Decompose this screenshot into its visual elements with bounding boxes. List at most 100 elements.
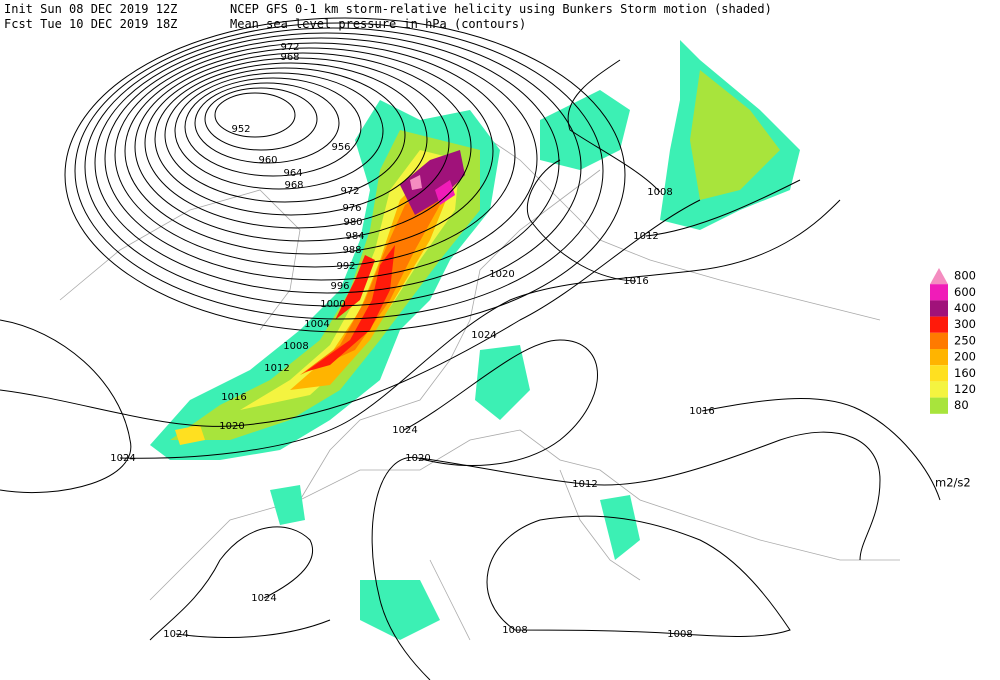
contour-label: 1016 [221,392,246,403]
helicity-area [540,90,630,170]
legend-label: 80 [954,398,969,412]
legend-label: 250 [954,333,976,347]
legend-label: 160 [954,366,976,380]
header: Init Sun 08 DEC 2019 12Z NCEP GFS 0-1 km… [4,2,772,31]
helicity-area [410,175,422,190]
helicity-area [690,70,780,200]
contour-label: 988 [342,245,361,256]
isobar [84,27,582,307]
isobar [486,515,791,637]
legend-swatch [930,268,948,285]
contour-label: 1020 [219,421,244,432]
helicity-area [360,580,440,640]
contour-label: 1020 [405,453,430,464]
isobar [164,67,406,203]
isobar [114,42,516,268]
legend-swatch [930,397,948,414]
contour-label: 1016 [689,406,714,417]
contour-label: 952 [231,124,250,135]
contour-label: 968 [280,52,299,63]
contour-label: 1012 [264,363,289,374]
isobar [74,22,604,320]
legend-swatch [930,365,948,382]
legend-swatch [930,284,948,301]
contour-label: 1008 [283,341,308,352]
coastline [59,189,301,331]
contour-label: 1008 [647,187,672,198]
contour-label: 1012 [633,231,658,242]
isobar [567,59,801,237]
coastline [149,429,900,601]
forecast-time: Fcst Tue 10 DEC 2019 18Z [4,17,177,31]
isobar [104,37,538,281]
helicity-area [300,185,440,375]
isobar [134,52,472,242]
contour-label: 996 [330,281,349,292]
isobar [184,77,362,177]
legend-label: 300 [954,317,976,331]
legend-unit: m2/s2 [935,476,971,490]
contour-label: 972 [340,186,359,197]
isobar [701,398,941,501]
contour-label: 1000 [320,299,345,310]
isobar [526,159,637,282]
contour-label: 968 [284,180,303,191]
coastline [429,469,641,641]
contour-labels: 972 968 952 956 960 964 968 972 976 980 … [110,42,714,640]
legend: m2/s2 800 600 400 300 250 200 160 120 80 [930,268,976,490]
contour-label: 976 [342,203,361,214]
contour-label: 992 [336,261,355,272]
legend-swatch [930,300,948,317]
helicity-area [335,255,375,320]
isobar [124,47,494,255]
contour-label: 972 [280,42,299,53]
legend-swatch [930,332,948,349]
contour-label: 960 [258,155,277,166]
contour-label: 984 [345,231,364,242]
contour-label: 956 [331,142,350,153]
legend-label: 200 [954,350,976,364]
isobars [0,17,941,680]
isobar [214,92,296,138]
helicity-area [305,245,395,372]
isobar [0,199,701,427]
legend-label: 400 [954,301,976,315]
isobar [94,32,560,294]
isobar [154,62,428,216]
title: NCEP GFS 0-1 km storm-relative helicity … [230,2,772,16]
contour-label: 1020 [489,269,514,280]
isobar [0,319,132,493]
helicity-area [175,425,205,445]
contour-label: 1004 [304,319,329,330]
legend-swatch [930,381,948,398]
isobar [174,72,384,190]
legend-label: 600 [954,285,976,299]
isobar [64,17,626,333]
contour-label: 1008 [502,625,527,636]
contour-label: 1024 [163,629,188,640]
legend-swatch [930,349,948,366]
init-time: Init Sun 08 DEC 2019 12Z [4,2,177,16]
contour-label: 1012 [572,479,597,490]
isobar [149,526,314,641]
contour-label: 1024 [471,330,496,341]
subtitle: Mean sea level pressure in hPa (contours… [230,17,526,31]
helicity-area [400,150,465,215]
isobar [175,619,331,638]
legend-label: 120 [954,382,976,396]
helicity-area [435,180,455,205]
isobar [371,339,598,680]
legend-swatch [930,316,948,333]
helicity-shading [150,40,800,640]
contour-label: 1008 [667,629,692,640]
isobar [204,87,318,151]
helicity-area [270,485,305,525]
helicity-area [600,495,640,560]
basemap [59,139,900,641]
isobar [119,199,841,459]
contour-label: 980 [343,217,362,228]
isobar [144,57,450,229]
contour-label: 1024 [110,453,135,464]
